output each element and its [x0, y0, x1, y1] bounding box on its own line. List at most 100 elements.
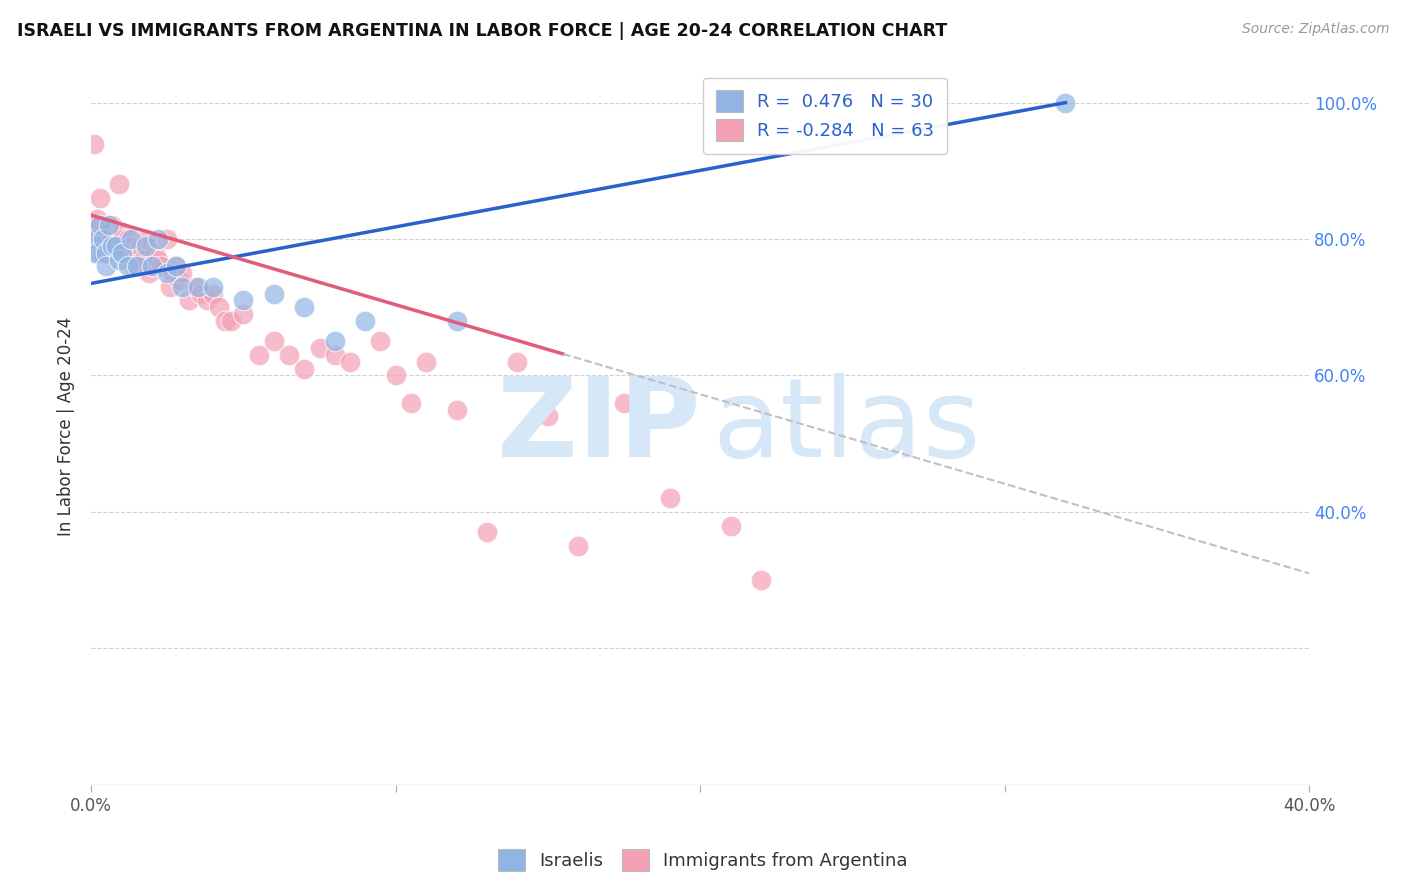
Point — [80, 245, 103, 260]
Point — [263, 334, 285, 349]
Point — [195, 293, 218, 308]
Point — [446, 402, 468, 417]
Point — [80, 225, 103, 239]
Point — [201, 280, 224, 294]
Point — [165, 260, 187, 274]
Point — [104, 239, 127, 253]
Point — [135, 239, 157, 253]
Point — [107, 178, 129, 192]
Legend: R =  0.476   N = 30, R = -0.284   N = 63: R = 0.476 N = 30, R = -0.284 N = 63 — [703, 78, 946, 154]
Point — [96, 245, 118, 260]
Point — [613, 396, 636, 410]
Point — [658, 491, 681, 506]
Point — [138, 266, 160, 280]
Text: Source: ZipAtlas.com: Source: ZipAtlas.com — [1241, 22, 1389, 37]
Point — [107, 252, 129, 267]
Point — [384, 368, 406, 383]
Point — [83, 136, 105, 151]
Point — [98, 225, 121, 239]
Text: ZIP: ZIP — [496, 373, 700, 480]
Point — [219, 314, 242, 328]
Point — [446, 314, 468, 328]
Point — [370, 334, 392, 349]
Point — [537, 409, 560, 424]
Point — [89, 219, 111, 233]
Point — [91, 232, 114, 246]
Point — [91, 245, 114, 260]
Point — [201, 286, 224, 301]
Point — [110, 245, 132, 260]
Point — [125, 252, 148, 267]
Point — [86, 245, 108, 260]
Point — [214, 314, 236, 328]
Point — [232, 307, 254, 321]
Point — [125, 260, 148, 274]
Point — [339, 355, 361, 369]
Point — [323, 334, 346, 349]
Point — [506, 355, 529, 369]
Point — [162, 266, 184, 280]
Point — [141, 260, 163, 274]
Point — [156, 232, 179, 246]
Point — [720, 518, 742, 533]
Legend: Israelis, Immigrants from Argentina: Israelis, Immigrants from Argentina — [491, 842, 915, 879]
Point — [172, 280, 194, 294]
Point — [749, 573, 772, 587]
Point — [80, 219, 103, 233]
Point — [159, 280, 181, 294]
Point — [169, 273, 191, 287]
Point — [132, 252, 155, 267]
Point — [96, 260, 118, 274]
Point — [80, 232, 103, 246]
Point — [86, 211, 108, 226]
Point — [292, 361, 315, 376]
Point — [135, 232, 157, 246]
Point — [120, 239, 142, 253]
Point — [263, 286, 285, 301]
Point — [110, 225, 132, 239]
Point — [143, 245, 166, 260]
Point — [117, 260, 139, 274]
Point — [399, 396, 422, 410]
Point — [187, 280, 209, 294]
Point — [177, 293, 200, 308]
Point — [141, 260, 163, 274]
Point — [165, 260, 187, 274]
Point — [80, 232, 103, 246]
Point — [104, 239, 127, 253]
Point — [114, 245, 136, 260]
Point — [98, 219, 121, 233]
Point — [101, 219, 124, 233]
Point — [278, 348, 301, 362]
Point — [172, 266, 194, 280]
Point — [150, 260, 173, 274]
Point — [190, 286, 212, 301]
Point — [146, 232, 169, 246]
Point — [567, 539, 589, 553]
Point — [96, 232, 118, 246]
Point — [1054, 95, 1077, 110]
Point — [101, 239, 124, 253]
Point — [96, 245, 118, 260]
Point — [89, 191, 111, 205]
Point — [110, 232, 132, 246]
Point — [128, 239, 150, 253]
Point — [247, 348, 270, 362]
Text: ISRAELI VS IMMIGRANTS FROM ARGENTINA IN LABOR FORCE | AGE 20-24 CORRELATION CHAR: ISRAELI VS IMMIGRANTS FROM ARGENTINA IN … — [17, 22, 948, 40]
Point — [117, 232, 139, 246]
Point — [308, 341, 330, 355]
Point — [415, 355, 437, 369]
Point — [354, 314, 377, 328]
Point — [183, 280, 205, 294]
Point — [292, 300, 315, 314]
Point — [232, 293, 254, 308]
Point — [323, 348, 346, 362]
Point — [208, 300, 231, 314]
Point — [156, 266, 179, 280]
Point — [122, 260, 145, 274]
Point — [120, 232, 142, 246]
Point — [475, 525, 498, 540]
Y-axis label: In Labor Force | Age 20-24: In Labor Force | Age 20-24 — [58, 317, 75, 536]
Text: atlas: atlas — [713, 373, 981, 480]
Point — [146, 252, 169, 267]
